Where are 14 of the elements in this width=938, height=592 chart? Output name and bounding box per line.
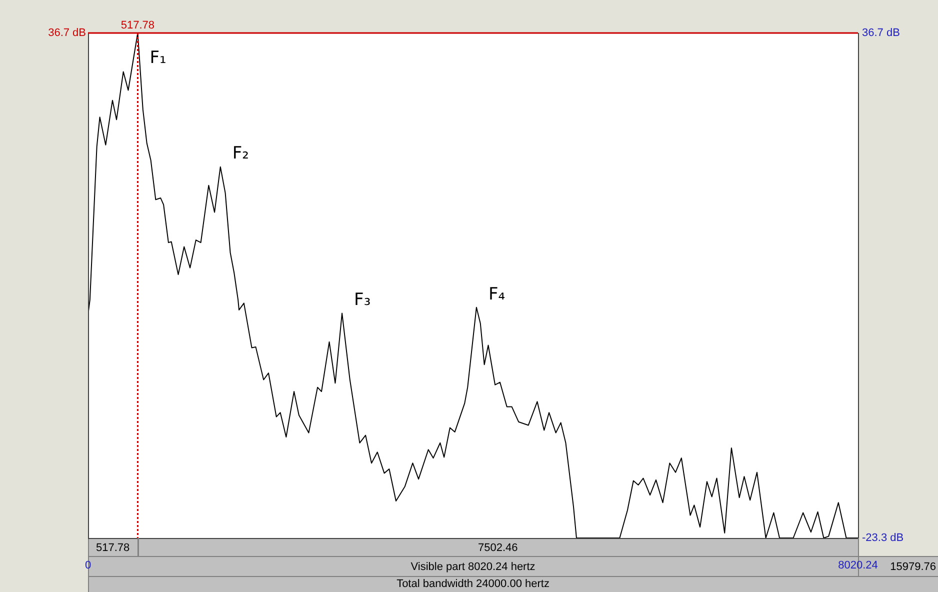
annotation: F₂ bbox=[232, 144, 249, 164]
ref-line-label: 517.78 bbox=[120, 20, 155, 32]
x-tick-label: 8020.24 bbox=[838, 560, 878, 572]
annotation: F₄ bbox=[488, 284, 506, 304]
ref-line-label: 36.7 dB bbox=[48, 27, 86, 40]
x-axis-title: Visible part 8020.24 hertz bbox=[410, 561, 536, 574]
text: Total bandwidth 24000.00 hertz bbox=[396, 578, 550, 590]
x-tick-label: 0 bbox=[84, 560, 92, 572]
text: 7502.46 bbox=[478, 542, 518, 554]
text: 517.78 bbox=[96, 542, 130, 554]
text: 15979.76 bbox=[890, 561, 936, 574]
annotation: F₃ bbox=[354, 290, 371, 310]
y-tick-label: -23.3 dB bbox=[862, 532, 904, 544]
annotation: F₁ bbox=[150, 48, 166, 68]
